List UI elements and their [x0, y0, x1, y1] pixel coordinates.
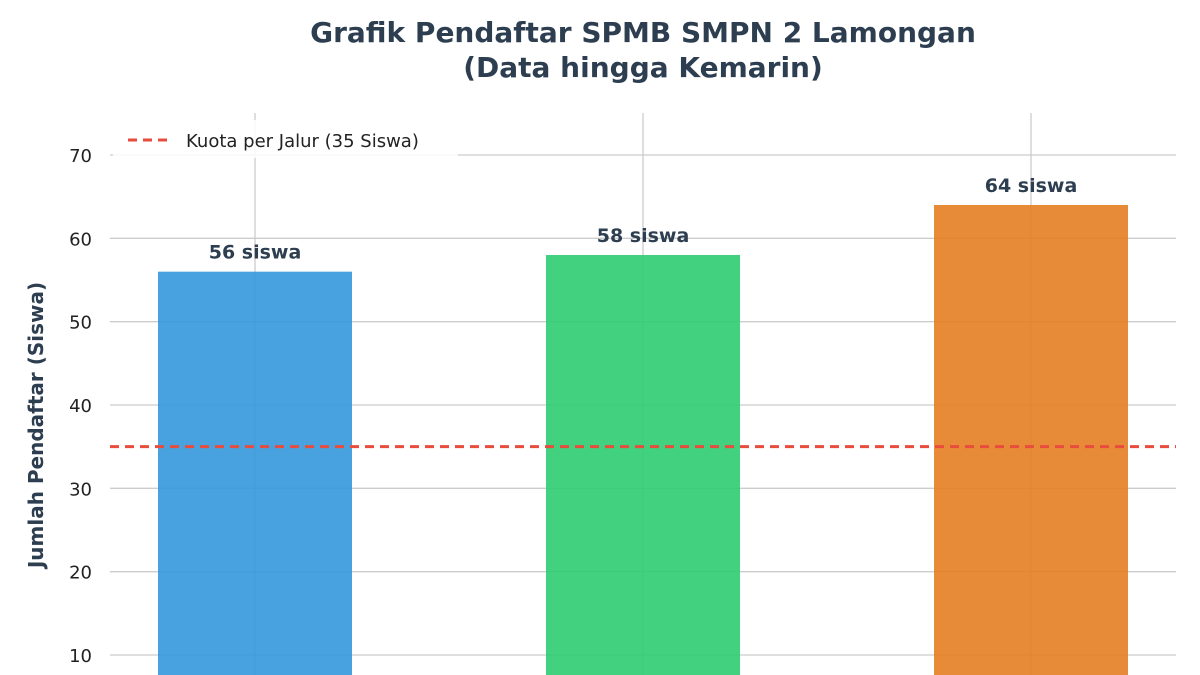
bar-label-1: 56 siswa — [209, 242, 302, 264]
legend-background — [113, 120, 458, 158]
y-tick-labels: 10 20 30 40 50 60 70 — [69, 146, 92, 667]
y-tick-label-40: 40 — [69, 396, 92, 417]
bar-1 — [158, 271, 352, 675]
bar-label-2: 58 siswa — [597, 225, 690, 247]
chart-title-line-1: Grafik Pendaftar SPMB SMPN 2 Lamongan — [310, 16, 976, 49]
bar-value-labels: 56 siswa 58 siswa 64 siswa — [209, 175, 1078, 264]
bar-label-3: 64 siswa — [985, 175, 1078, 197]
y-tick-label-50: 50 — [69, 313, 92, 334]
bar-2 — [546, 255, 740, 675]
y-axis-label: Jumlah Pendaftar (Siswa) — [24, 282, 48, 570]
legend-label: Kuota per Jalur (35 Siswa) — [186, 131, 419, 152]
legend: Kuota per Jalur (35 Siswa) — [113, 120, 458, 158]
bar-3 — [934, 205, 1128, 675]
y-tick-label-30: 30 — [69, 479, 92, 500]
y-tick-label-20: 20 — [69, 563, 92, 584]
chart-title-line-2: (Data hingga Kemarin) — [463, 51, 823, 84]
y-tick-label-60: 60 — [69, 229, 92, 250]
bars — [158, 205, 1128, 675]
y-tick-label-70: 70 — [69, 146, 92, 167]
y-tick-label-10: 10 — [69, 646, 92, 667]
